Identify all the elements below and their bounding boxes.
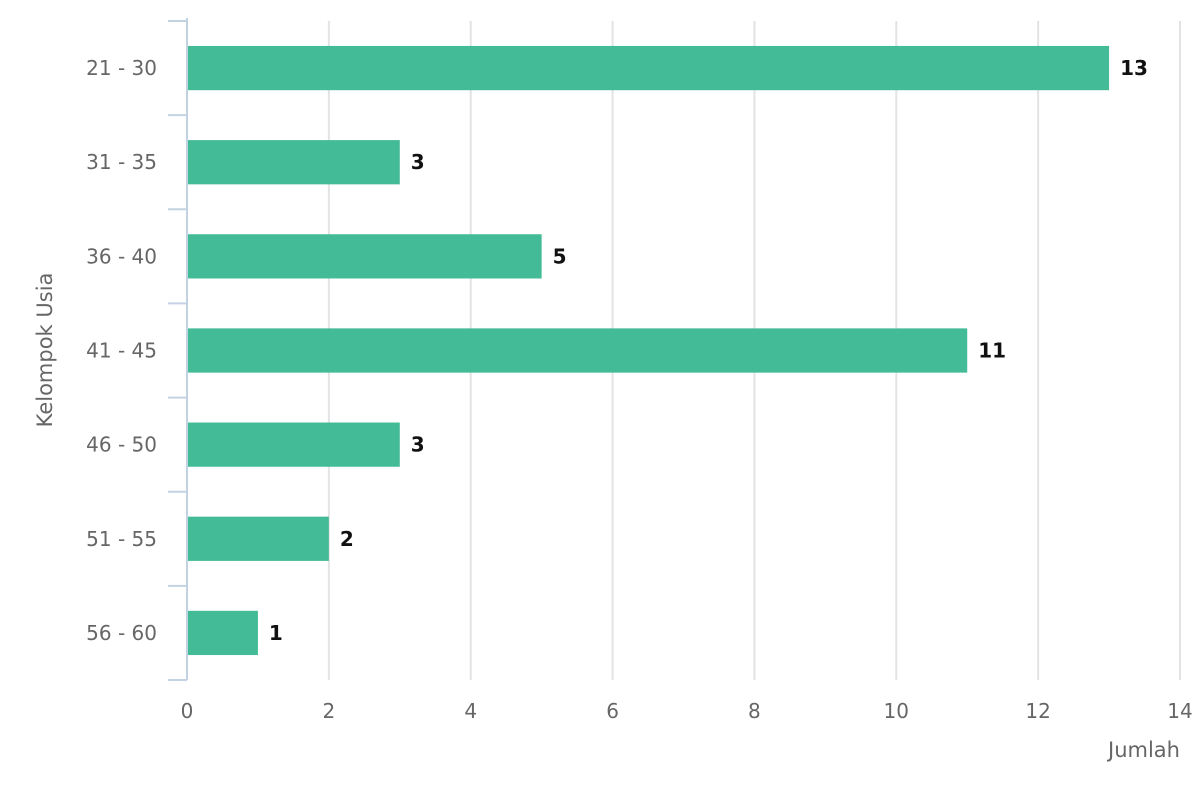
y-tick-label: 46 - 50 bbox=[86, 433, 157, 457]
y-tick-label: 51 - 55 bbox=[86, 527, 157, 551]
x-tick-label: 8 bbox=[748, 699, 761, 723]
bar bbox=[188, 611, 258, 655]
bar bbox=[188, 234, 542, 278]
bar-value-label: 11 bbox=[978, 339, 1006, 363]
y-tick-label: 36 - 40 bbox=[86, 244, 157, 268]
bar-value-label: 5 bbox=[553, 244, 567, 268]
x-tick-label: 10 bbox=[884, 699, 909, 723]
bar-value-label: 1 bbox=[269, 621, 283, 645]
x-tick-label: 14 bbox=[1167, 699, 1192, 723]
bar-layer bbox=[188, 46, 1109, 655]
x-axis-title: Jumlah bbox=[1106, 738, 1180, 762]
bar bbox=[188, 423, 400, 467]
bar bbox=[188, 328, 967, 372]
x-tick-label: 6 bbox=[606, 699, 619, 723]
x-tick-label: 12 bbox=[1025, 699, 1050, 723]
y-axis-title: Kelompok Usia bbox=[33, 273, 57, 428]
bar-value-label: 2 bbox=[340, 527, 354, 551]
bar-value-label: 13 bbox=[1120, 56, 1148, 80]
y-tick-label: 21 - 30 bbox=[86, 56, 157, 80]
y-tick-label: 31 - 35 bbox=[86, 150, 157, 174]
bar bbox=[188, 517, 329, 561]
bar-value-label: 3 bbox=[411, 150, 425, 174]
x-tick-label: 2 bbox=[322, 699, 335, 723]
x-tick-label: 0 bbox=[181, 699, 194, 723]
bar bbox=[188, 140, 400, 184]
bar bbox=[188, 46, 1109, 90]
y-tick-label: 56 - 60 bbox=[86, 621, 157, 645]
x-tick-label: 4 bbox=[464, 699, 477, 723]
bar-value-label: 3 bbox=[411, 433, 425, 457]
y-tick-label: 41 - 45 bbox=[86, 339, 157, 363]
